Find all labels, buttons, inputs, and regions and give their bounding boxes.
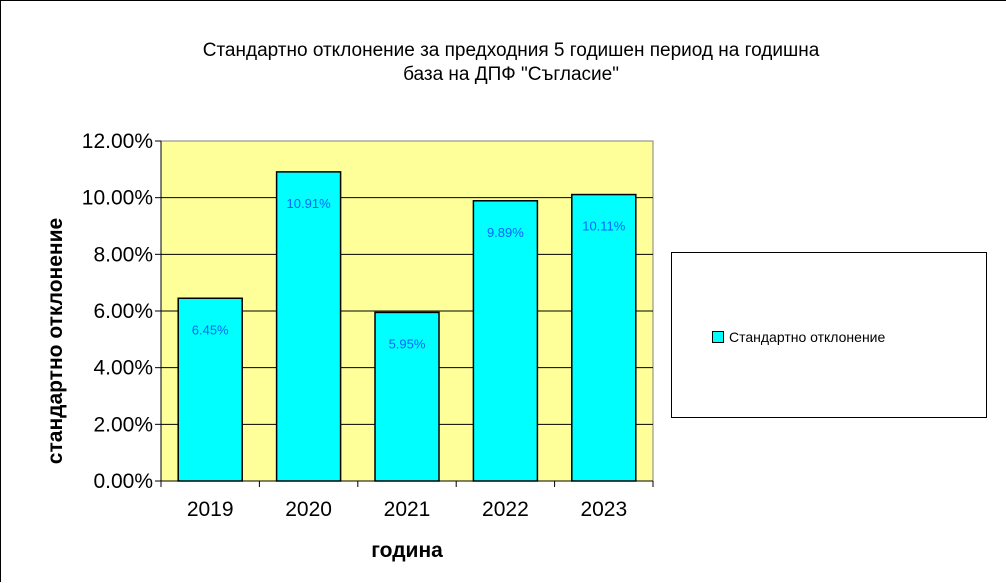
legend: Стандартно отклонение (671, 252, 987, 418)
data-label: 5.95% (389, 336, 426, 351)
y-tick-label: 0.00% (93, 470, 153, 493)
y-axis-title: стандартно отклонение (44, 218, 67, 464)
x-tick-label: 2022 (482, 498, 529, 521)
bar (177, 297, 243, 482)
chart-title: Стандартно отклонение за предходния 5 го… (61, 39, 961, 87)
data-label: 10.11% (582, 219, 626, 234)
legend-item: Стандартно отклонение (712, 329, 885, 345)
bar (374, 311, 440, 482)
legend-swatch (712, 331, 724, 343)
bar (275, 171, 342, 482)
chart-title-line-2: база на ДПФ "Съгласие" (403, 64, 619, 85)
legend-label: Стандартно отклонение (729, 329, 886, 345)
data-label: 9.89% (487, 225, 524, 240)
y-tick-label: 2.00% (93, 413, 153, 436)
x-axis-title: година (371, 539, 443, 562)
y-tick-label: 6.00% (93, 300, 153, 323)
y-tick-label: 4.00% (93, 357, 153, 380)
y-tick-label: 10.00% (82, 187, 153, 210)
x-tick-label: 2020 (285, 498, 332, 521)
x-tick-label: 2021 (384, 498, 431, 521)
data-label: 10.91% (287, 196, 332, 211)
bar (571, 193, 637, 482)
bar (472, 200, 539, 482)
y-tick-label: 12.00% (82, 130, 153, 153)
chart-title-line-1: Стандартно отклонение за предходния 5 го… (202, 40, 820, 61)
data-label: 6.45% (192, 322, 229, 337)
x-tick-label: 2019 (187, 498, 234, 521)
y-tick-label: 8.00% (93, 243, 153, 266)
x-tick-label: 2023 (580, 498, 627, 521)
